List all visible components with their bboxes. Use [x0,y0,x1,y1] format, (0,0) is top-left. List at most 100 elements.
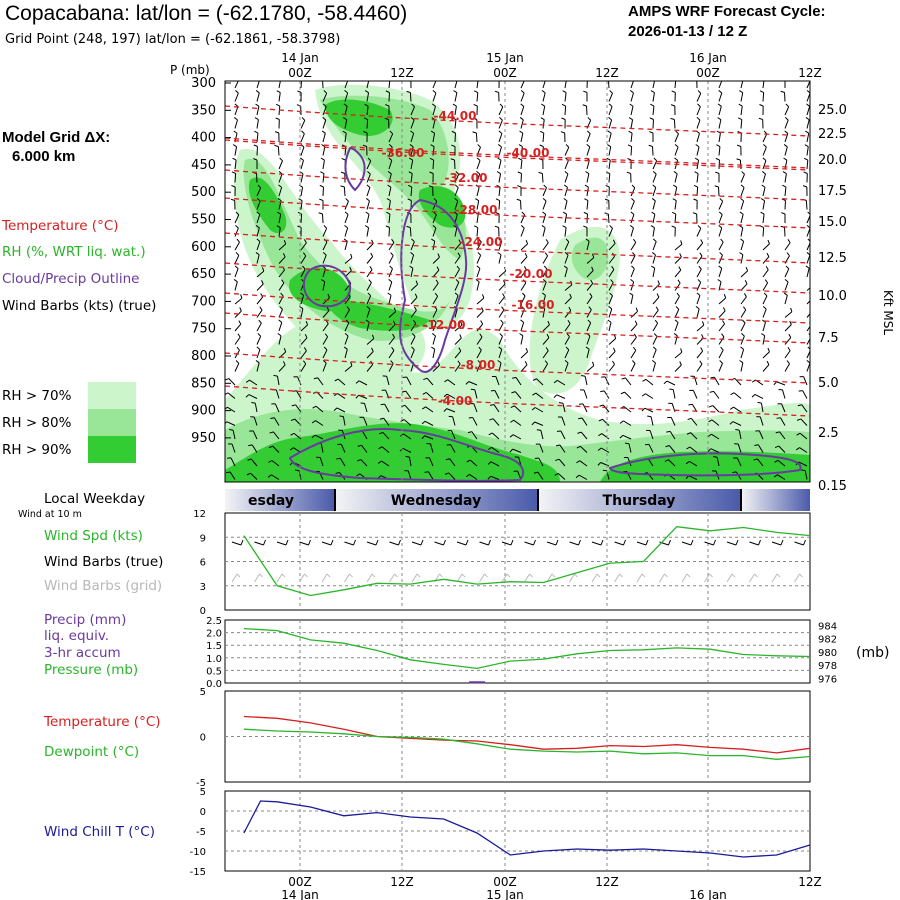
wind-barb [718,346,724,359]
wind-barb [729,406,742,413]
wind-barb [773,474,786,480]
wind-barb [476,294,485,305]
wind-barb [652,184,657,197]
wind-barb [366,347,374,359]
wind-barb [696,103,701,116]
wind-barb [737,117,743,129]
wind-barb [270,417,280,426]
wind-barb [542,347,549,359]
wind-barb [782,184,787,197]
wind-barb [674,130,679,143]
wind-barb [300,130,305,143]
grid-wind-barb [771,573,781,583]
wind-barb [387,292,392,305]
wind-barb [795,447,808,453]
grid-wind-barb [726,573,736,583]
wind-barb [605,184,610,197]
wind-barb [773,381,786,386]
wind-barb [489,404,500,413]
wind-barb [652,319,659,332]
wind-barb [253,144,258,156]
weekday-segment [225,489,335,511]
wind-barb [667,416,676,426]
wind-barb [450,158,456,170]
wind-barb [388,307,397,318]
wind-barb [426,442,434,453]
weekday-segment [538,489,741,511]
wind-barb [555,444,566,453]
weekday-label: Thursday [603,493,676,509]
wind-barb [320,171,325,183]
wind-barb [756,416,764,426]
wind-barb [357,444,368,453]
wind-barb [542,265,548,278]
wind-barb [806,346,810,359]
wind-barb [693,184,699,197]
wind-barb [560,131,566,143]
wind-barb [366,184,371,197]
wind-barb [470,388,478,399]
wind-barb [599,404,610,413]
wind-barb [564,333,570,345]
wind-barb [608,292,613,305]
pressure-legend: Pressure (mb) [44,662,139,678]
wind-barb [278,253,286,264]
wind-barb [740,266,749,278]
wind-barb [796,432,808,440]
temp-ytick: 5 [200,687,206,698]
surface-wind-barb [794,539,806,546]
pressure-tick-950: 950 [191,431,216,446]
pressure-ytick: 976 [818,674,837,685]
wind-barb [488,432,500,440]
weekday-segment [741,489,810,511]
wind-barb [803,171,808,183]
wind-barb [686,432,698,440]
wind-barb [365,211,370,224]
wind-barb [233,117,238,129]
temp-contour-label: -12.00 [423,318,466,332]
pressure-ytick: 980 [818,648,837,659]
wind-barb [292,390,302,399]
wind-barb [718,320,725,332]
wind-barb [520,266,527,278]
wind-barb [300,347,307,359]
wind-barb [542,211,547,224]
wind-barb [762,130,768,143]
bottom-time-tick: 12Z [595,875,619,889]
wind-barb [619,434,632,440]
wind-barb [729,421,742,426]
windchill-ytick: -15 [190,867,206,878]
rh80-label: RH > 80% [2,415,72,431]
wind-barb [256,319,262,332]
wind-barb [366,306,371,318]
grid-wind-barb [344,573,353,583]
wind-barb [608,279,614,291]
wind-barb [714,185,720,197]
wind-barb [378,431,390,440]
wind-barb [674,266,682,278]
wind-barb [734,443,742,453]
wind-barb [582,104,588,116]
wind-barb [531,407,544,413]
wind-barb [774,459,786,467]
wind-barb [246,472,258,480]
wind-barb [541,90,546,102]
wind-barb [652,280,660,291]
wind-barb [520,90,525,102]
wind-barb [740,319,746,332]
surface-wind-barb [254,539,266,546]
wind-barb [520,319,525,332]
wind-barb [776,417,786,426]
wind-barb [586,292,593,305]
wind-ytick: 12 [193,509,206,520]
grid-wind-barb [591,573,601,583]
wind-barb [388,320,396,332]
wind-barb [377,460,390,467]
wind-barb [762,306,767,318]
wind-barb [629,225,634,237]
wind-barb [386,198,391,210]
wind-barb [234,320,242,332]
wind-barb [579,403,588,413]
bottom-time-tick: 12Z [390,875,414,889]
wind-barb [586,266,594,278]
